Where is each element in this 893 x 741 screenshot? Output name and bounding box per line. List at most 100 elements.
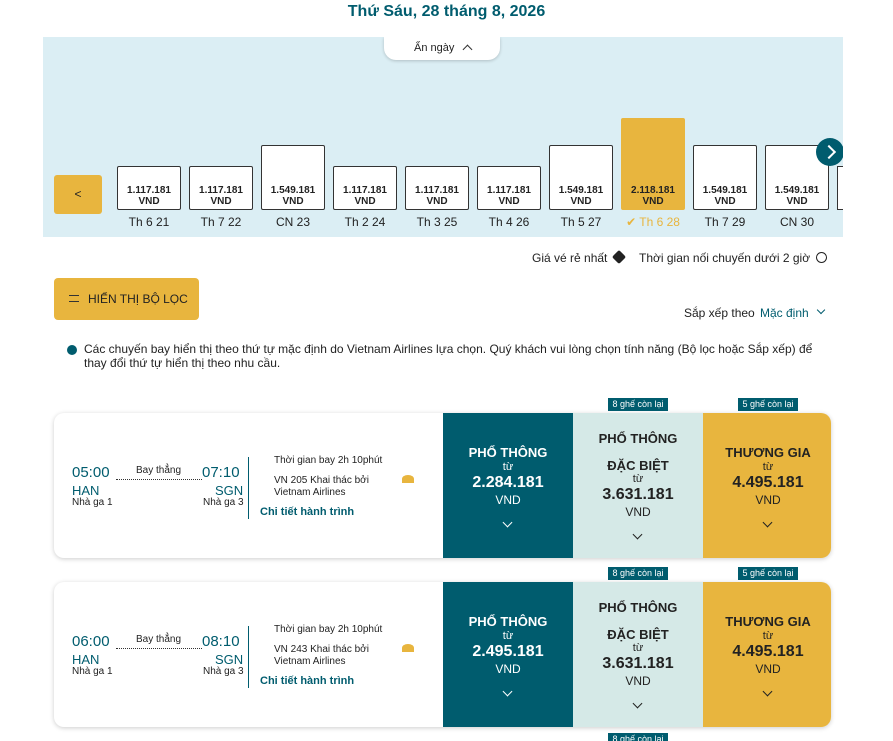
fare-column[interactable]: PHỔ THÔNG từ 2.495.181 VND	[443, 582, 573, 727]
day-price: 1.117.181	[487, 185, 531, 196]
chevron-up	[462, 44, 473, 55]
departure-terminal: Nhà ga 1	[72, 497, 113, 508]
route-line	[116, 648, 202, 649]
fare-name: PHỔ THÔNG	[468, 614, 548, 629]
day-currency: VND	[426, 196, 448, 207]
day-label: CN 30	[779, 215, 814, 229]
tag-icon	[611, 249, 627, 265]
day-price-box[interactable]: 1.117.181 VND	[333, 166, 397, 210]
filter-label: HIỂN THỊ BỘ LỌC	[88, 292, 188, 306]
chevron-down	[762, 686, 773, 697]
stop-type: Bay thẳng	[136, 465, 182, 476]
chevron-right	[821, 144, 837, 160]
day-currency: VND	[138, 196, 160, 207]
fare-column[interactable]: PHỔ THÔNG từ 2.284.181 VND	[443, 413, 573, 558]
details-link[interactable]: Chi tiết hành trình	[260, 675, 355, 687]
day-price-box[interactable]: 1.549.181 VND	[549, 145, 613, 210]
toggle-label: Ẩn ngày	[414, 42, 455, 54]
day-price: 1.117.181	[343, 185, 387, 196]
fare-column[interactable]: THƯƠNG GIA từ 4.495.181 VND	[703, 582, 831, 727]
chevron-down	[632, 698, 643, 709]
day-label: CN 23	[275, 215, 310, 229]
sort-value[interactable]: Mặc định	[760, 306, 809, 320]
legend-connection: Thời gian nối chuyến dưới 2 giờ	[639, 251, 811, 265]
day-price: 1.117.181	[127, 185, 171, 196]
fare-column[interactable]: PHỔ THÔNG ĐẶC BIỆT từ 3.631.181 VND	[573, 413, 703, 558]
hide-days-toggle[interactable]: Ẩn ngày	[384, 37, 500, 60]
day-price-box[interactable]: 1.117.181 VND	[405, 166, 469, 210]
seats-badge: 5 ghế còn lại	[738, 567, 798, 580]
day-price-box[interactable]: 1.549.181 VND	[261, 145, 325, 210]
arrival-terminal: Nhà ga 3	[203, 497, 244, 508]
fare-name: PHỔ THÔNG ĐẶC BIỆT	[598, 600, 678, 642]
fare-currency: VND	[755, 493, 781, 507]
route-line	[116, 479, 202, 480]
fare-from: từ	[762, 461, 774, 473]
departure-time: 06:00	[72, 633, 110, 650]
fare-price: 3.631.181	[602, 486, 674, 503]
chevron-down	[632, 529, 643, 540]
departure-code: HAN	[72, 483, 100, 498]
fare-price: 2.284.181	[472, 474, 544, 491]
flight-card: 06:00 HAN Nhà ga 1 Bay thẳng 08:10 SGN Nhà ga …	[54, 582, 831, 727]
fare-price: 2.495.181	[472, 643, 544, 660]
fare-price: 3.631.181	[602, 655, 674, 672]
chevron-down	[502, 517, 513, 528]
day-currency: VND	[570, 195, 592, 207]
day-label: Th 4 26	[488, 215, 530, 229]
stop-type: Bay thẳng	[136, 634, 182, 645]
day-price: 1.117.181	[415, 185, 459, 196]
day-label: ✔ Th 6 28	[626, 215, 680, 229]
departure-time: 05:00	[72, 464, 110, 481]
date-strip: Ẩn ngày <1.117.181 VND Th 6 21 1.117.181 VND T…	[43, 37, 843, 237]
fare-from: từ	[632, 473, 644, 485]
fare-from: từ	[632, 642, 644, 654]
day-price-box[interactable]: 1.549.181 VND	[693, 145, 757, 210]
arrival-code: SGN	[215, 652, 244, 667]
arrival-code: SGN	[215, 483, 244, 498]
fare-currency: VND	[495, 662, 521, 676]
notice: Các chuyến bay hiển thị theo thứ tự mặc …	[84, 342, 813, 370]
day-price: 1.549.181	[558, 184, 604, 196]
details-link[interactable]: Chi tiết hành trình	[260, 506, 355, 518]
fare-from: từ	[762, 630, 774, 642]
fare-from: từ	[502, 461, 514, 473]
day-price-box[interactable]: 1.117.181 VND	[117, 166, 181, 210]
next-button[interactable]	[816, 138, 843, 166]
chevron-down	[502, 686, 513, 697]
day-label: Th 7 29	[704, 215, 746, 229]
date-title: Thứ Sáu, 28 tháng 8, 2026	[347, 3, 546, 20]
chevron-down	[816, 305, 826, 315]
day-price: 1.117.181	[199, 185, 243, 196]
day-price-box[interactable]: 1.117.181 VND	[477, 166, 541, 210]
day-label: Th 5 27	[560, 215, 602, 229]
day-price-box[interactable]: 1.117.181 VND	[189, 166, 253, 210]
partial-day-box[interactable]	[837, 166, 843, 210]
fare-column[interactable]: THƯƠNG GIA từ 4.495.181 VND	[703, 413, 831, 558]
fare-name: THƯƠNG GIA	[725, 614, 811, 629]
prev-button[interactable]: <	[54, 175, 102, 214]
flight-info: VN 205 Khai thác bởi Vietnam Airlines	[274, 475, 369, 498]
filter-icon	[69, 295, 79, 302]
fare-price: 4.495.181	[732, 643, 804, 660]
fare-name: PHỔ THÔNG ĐẶC BIỆT	[598, 431, 678, 473]
departure-terminal: Nhà ga 1	[72, 666, 113, 677]
day-label: Th 3 25	[416, 215, 458, 229]
day-currency: VND	[642, 196, 664, 207]
fare-name: THƯƠNG GIA	[725, 445, 811, 460]
fare-currency: VND	[625, 674, 651, 688]
day-price-box[interactable]: 2.118.181 VND	[621, 118, 685, 210]
fare-currency: VND	[495, 493, 521, 507]
day-price: 2.118.181	[631, 185, 675, 196]
duration: Thời gian bay 2h 10phút	[274, 624, 383, 635]
sort-label: Sắp xếp theo	[684, 306, 755, 320]
legend-cheapest: Giá vé rẻ nhất	[532, 251, 608, 265]
fare-name: PHỔ THÔNG	[468, 445, 548, 460]
flight-info: VN 243 Khai thác bởi Vietnam Airlines	[274, 644, 369, 667]
filter-button[interactable]: HIỂN THỊ BỘ LỌC	[54, 278, 199, 320]
duration: Thời gian bay 2h 10phút	[274, 455, 383, 466]
airline-logo	[402, 475, 414, 483]
departure-code: HAN	[72, 652, 100, 667]
fare-column[interactable]: PHỔ THÔNG ĐẶC BIỆT từ 3.631.181 VND	[573, 582, 703, 727]
flight-card: 05:00 HAN Nhà ga 1 Bay thẳng 07:10 SGN Nhà ga …	[54, 413, 831, 558]
